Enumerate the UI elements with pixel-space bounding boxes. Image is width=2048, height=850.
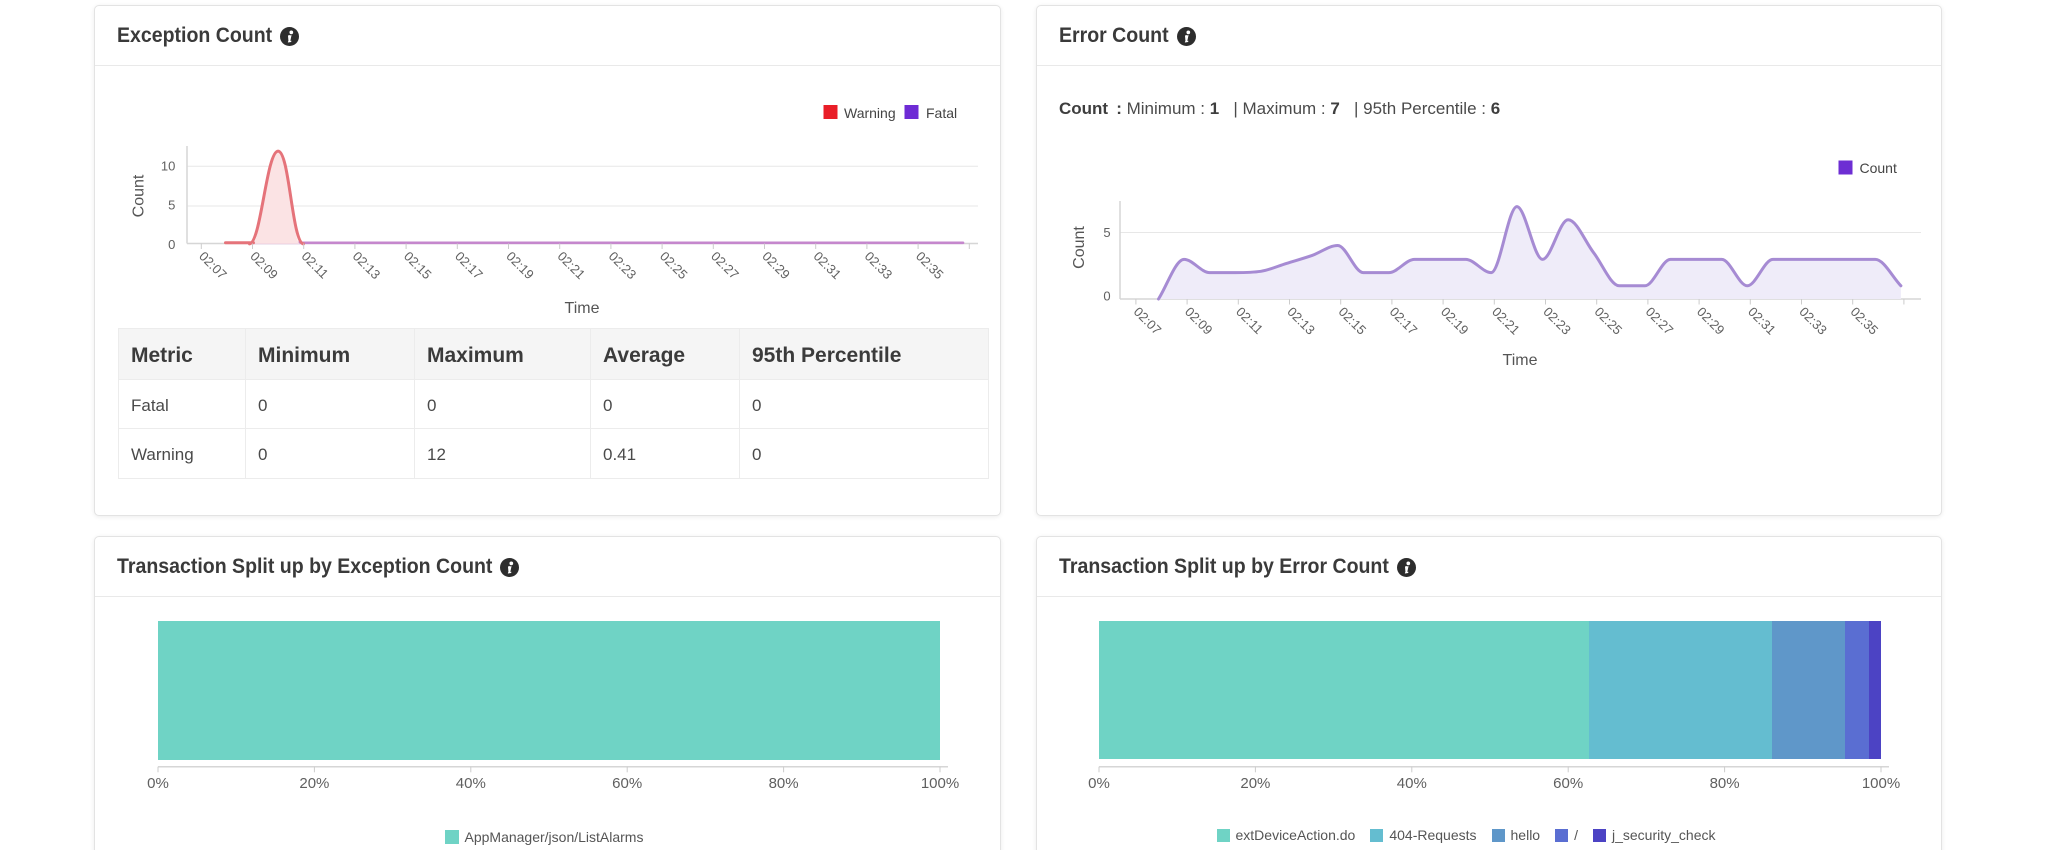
svg-text:Count: Count [131,174,148,217]
svg-text:02:15: 02:15 [1336,304,1370,338]
svg-text:02:15: 02:15 [401,249,435,283]
svg-text:02:07: 02:07 [1131,304,1165,338]
svg-text:02:19: 02:19 [1438,304,1472,338]
svg-text:02:23: 02:23 [606,249,640,283]
svg-text:02:07: 02:07 [196,249,230,283]
svg-text:02:11: 02:11 [299,249,332,282]
svg-text:02:27: 02:27 [1643,304,1677,338]
svg-text:02:09: 02:09 [1182,304,1216,338]
svg-text:40%: 40% [1397,775,1427,792]
svg-text:02:33: 02:33 [1796,304,1830,338]
svg-text:02:31: 02:31 [811,249,845,283]
svg-text:10: 10 [161,159,175,174]
svg-text:02:35: 02:35 [913,249,947,283]
svg-text:60%: 60% [612,775,642,792]
svg-text:Warning: Warning [844,105,896,121]
svg-text:Count: Count [1860,160,1897,176]
svg-text:02:27: 02:27 [708,249,742,283]
svg-text:0%: 0% [1088,775,1110,792]
svg-text:02:17: 02:17 [1387,304,1421,338]
svg-text:02:11: 02:11 [1233,304,1266,337]
svg-text:02:21: 02:21 [1489,304,1523,338]
svg-text:02:25: 02:25 [657,249,691,283]
svg-text:02:17: 02:17 [452,249,486,283]
svg-text:80%: 80% [769,775,799,792]
svg-text:5: 5 [1103,225,1110,240]
svg-text:02:09: 02:09 [247,249,281,283]
svg-text:0%: 0% [147,775,169,792]
svg-text:80%: 80% [1710,775,1740,792]
svg-text:02:31: 02:31 [1745,304,1779,338]
svg-text:Time: Time [1503,352,1538,369]
svg-text:02:25: 02:25 [1592,304,1626,338]
svg-text:Count: Count [1071,226,1088,269]
svg-text:20%: 20% [299,775,329,792]
svg-text:0: 0 [168,237,175,252]
svg-text:02:13: 02:13 [350,249,384,283]
svg-text:02:29: 02:29 [759,249,793,283]
svg-text:5: 5 [168,198,175,213]
svg-text:60%: 60% [1553,775,1583,792]
svg-text:02:21: 02:21 [555,249,589,283]
svg-text:02:23: 02:23 [1540,304,1574,338]
svg-text:02:13: 02:13 [1284,304,1318,338]
svg-text:02:35: 02:35 [1848,304,1882,338]
svg-text:Time: Time [565,300,600,317]
svg-text:40%: 40% [456,775,486,792]
svg-text:02:19: 02:19 [503,249,537,283]
svg-text:100%: 100% [1862,775,1900,792]
svg-text:02:33: 02:33 [862,249,896,283]
svg-text:0: 0 [1103,288,1110,303]
svg-text:20%: 20% [1240,775,1270,792]
svg-text:Fatal: Fatal [926,105,957,121]
svg-text:02:29: 02:29 [1694,304,1728,338]
svg-text:100%: 100% [921,775,959,792]
